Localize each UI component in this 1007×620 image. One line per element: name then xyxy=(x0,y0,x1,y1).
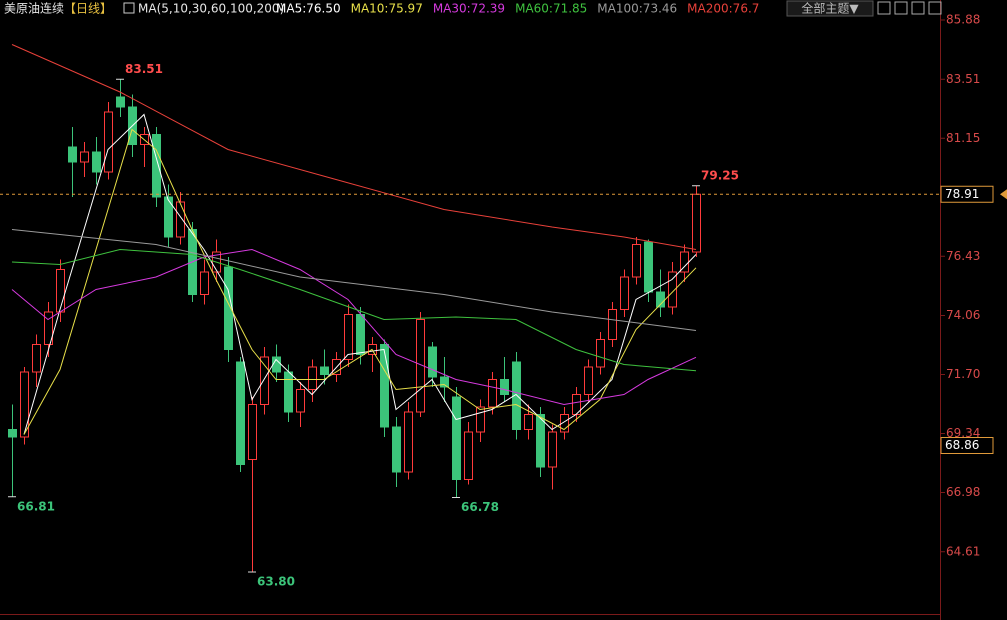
candle-body xyxy=(164,196,173,238)
candle-body xyxy=(512,361,521,430)
last-price-label: 78.91 xyxy=(945,187,979,201)
toolbar-icon[interactable] xyxy=(928,1,942,15)
candle-body xyxy=(32,344,41,373)
candle-body xyxy=(632,244,641,278)
candle-body xyxy=(692,193,701,253)
ma-line xyxy=(23,128,697,435)
candle-body xyxy=(404,411,413,473)
candle-body xyxy=(80,151,89,163)
candle-body xyxy=(452,396,461,480)
annotation-label: 66.81 xyxy=(17,499,55,513)
ma-line xyxy=(11,229,697,331)
candle-body xyxy=(584,366,593,395)
candle-body xyxy=(236,361,245,465)
cursor-price-box xyxy=(940,437,994,454)
candle-body xyxy=(596,339,605,368)
candle-body xyxy=(284,371,293,413)
y-tick-label: 83.51 xyxy=(946,72,980,86)
y-tick-label: 74.06 xyxy=(946,308,980,322)
annotation-label: 66.78 xyxy=(461,500,499,514)
candle-body xyxy=(476,406,485,433)
candle-body xyxy=(524,414,533,430)
candle-body xyxy=(560,414,569,433)
theme-button[interactable] xyxy=(786,0,874,17)
y-tick-label: 71.70 xyxy=(946,367,980,381)
candle-body xyxy=(464,431,473,480)
theme-button-label: 全部主题▼ xyxy=(801,1,859,16)
candle-body xyxy=(380,344,389,428)
last-price-box xyxy=(940,185,994,203)
candle-body xyxy=(536,414,545,468)
candle-body xyxy=(344,314,353,360)
toolbar-icon[interactable] xyxy=(911,1,925,15)
period-label: 【日线】 xyxy=(64,2,112,16)
ma-line xyxy=(23,113,697,435)
candle-body xyxy=(308,366,317,390)
candle-body xyxy=(620,276,629,310)
candle-body xyxy=(416,319,425,413)
legend-entry: MA30:72.39 xyxy=(433,2,505,16)
chart-title: 美原油连续 xyxy=(4,1,64,16)
candle-body xyxy=(68,146,77,163)
last-price-arrow xyxy=(1000,189,1007,200)
candle-body xyxy=(644,241,653,293)
candle-body xyxy=(272,356,281,373)
candle-body xyxy=(20,371,29,438)
candle-body xyxy=(320,366,329,375)
ma-line xyxy=(11,248,697,406)
legend-entry: MA5:76.50 xyxy=(276,2,341,16)
candle-body xyxy=(296,389,305,413)
cursor-price-label: 68.86 xyxy=(945,438,979,452)
candle-body xyxy=(608,309,617,340)
y-tick-label: 76.43 xyxy=(946,249,980,263)
legend-entry: MA60:71.85 xyxy=(515,2,587,16)
y-tick-label: 66.98 xyxy=(946,485,980,499)
candle-body xyxy=(176,201,185,238)
candle-body xyxy=(8,429,17,438)
candle-body xyxy=(200,271,209,295)
candle-body xyxy=(428,346,437,378)
candle-body xyxy=(500,379,509,395)
candle-body xyxy=(44,311,53,345)
candle-body xyxy=(56,269,65,313)
annotation-label: 83.51 xyxy=(125,62,163,76)
candle-body xyxy=(548,431,557,468)
candle-body xyxy=(116,96,125,108)
legend-entry: MA10:75.97 xyxy=(351,2,423,16)
candle-body xyxy=(260,356,269,405)
y-tick-label: 81.15 xyxy=(946,131,980,145)
candle-body xyxy=(356,314,365,355)
candle-body xyxy=(488,379,497,408)
indicator-label: MA(5,10,30,60,100,200) xyxy=(138,2,284,16)
annotation-label: 79.25 xyxy=(701,168,739,182)
candle-body xyxy=(392,426,401,473)
toolbar-icon[interactable] xyxy=(877,1,891,15)
candle-body xyxy=(668,271,677,308)
candle-body xyxy=(92,151,101,173)
y-tick-label: 69.34 xyxy=(946,426,980,440)
checkbox-icon[interactable] xyxy=(123,2,135,14)
legend-entry: MA100:73.46 xyxy=(597,2,677,16)
candle-body xyxy=(248,404,257,460)
toolbar-icon[interactable] xyxy=(894,1,908,15)
candle-body xyxy=(104,111,113,173)
y-tick-label: 85.88 xyxy=(946,13,980,27)
legend-entry: MA200:76.7 xyxy=(687,2,759,16)
candle-body xyxy=(152,134,161,198)
y-tick-label: 64.61 xyxy=(946,544,980,558)
candle-body xyxy=(440,376,449,388)
ma-line xyxy=(11,248,697,372)
annotation-label: 63.80 xyxy=(257,575,295,589)
